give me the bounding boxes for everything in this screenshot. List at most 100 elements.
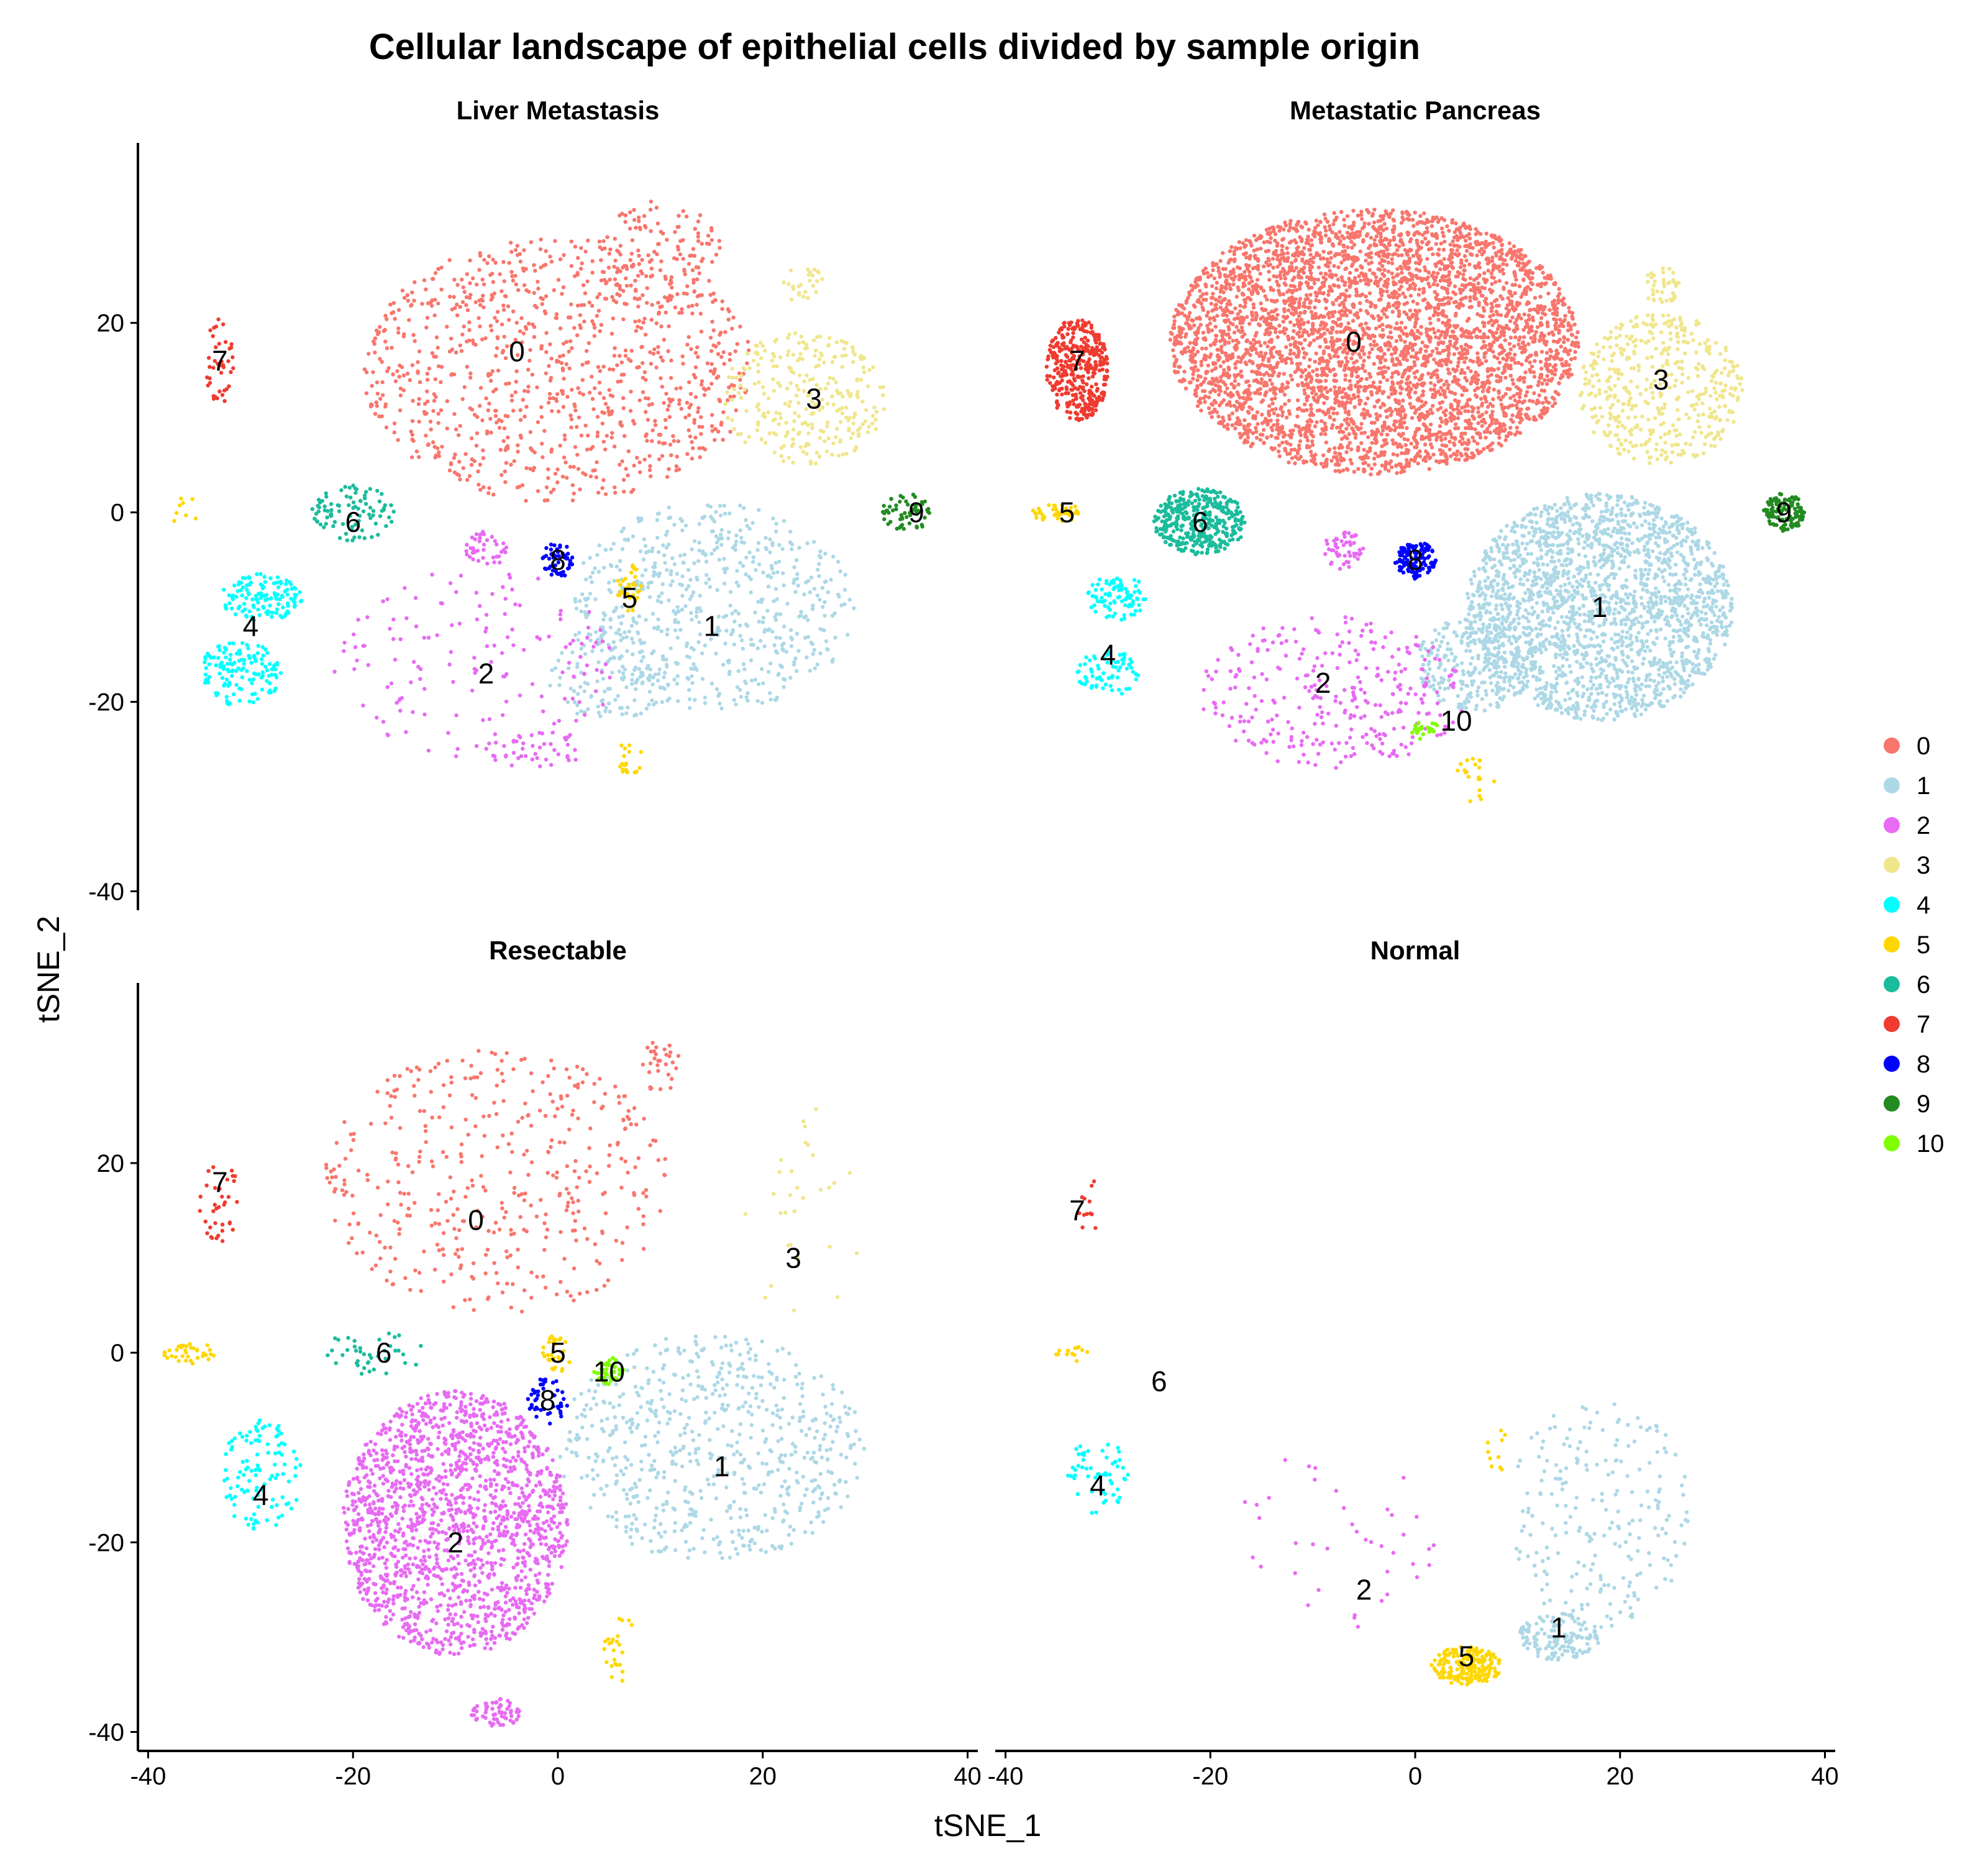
data-point	[1407, 375, 1411, 379]
data-point	[501, 548, 506, 552]
data-point	[562, 433, 567, 437]
data-point	[814, 335, 819, 339]
data-point	[583, 472, 588, 477]
data-point	[601, 239, 606, 244]
data-point	[1431, 452, 1436, 457]
data-point	[574, 718, 578, 723]
data-point	[398, 363, 402, 368]
data-point	[667, 324, 671, 329]
data-point	[847, 426, 851, 431]
data-point	[501, 541, 506, 546]
data-point	[1372, 238, 1377, 242]
data-point	[894, 503, 898, 508]
data-point	[771, 351, 775, 356]
data-point	[736, 583, 741, 588]
data-point	[1306, 385, 1310, 390]
data-point	[655, 518, 660, 523]
data-point	[641, 390, 645, 395]
data-point	[795, 577, 800, 581]
data-point	[411, 439, 416, 443]
data-point	[511, 751, 516, 755]
data-point	[485, 429, 490, 434]
data-point	[384, 524, 388, 528]
data-point	[349, 495, 353, 500]
data-point	[655, 221, 660, 226]
data-point	[657, 511, 661, 516]
data-point	[599, 322, 604, 327]
data-point	[376, 532, 380, 537]
data-point	[603, 296, 608, 301]
data-point	[747, 575, 752, 579]
data-point	[1541, 270, 1545, 275]
data-point	[695, 303, 699, 307]
data-point	[568, 413, 573, 418]
data-point	[727, 358, 732, 362]
data-point	[1532, 375, 1537, 379]
data-point	[590, 319, 595, 324]
data-point	[853, 412, 857, 416]
data-point	[838, 391, 843, 396]
data-point	[506, 435, 510, 440]
data-point	[270, 614, 274, 619]
data-point	[601, 698, 605, 703]
data-point	[657, 242, 661, 246]
data-point	[458, 424, 462, 428]
data-point	[752, 381, 757, 386]
data-point	[404, 730, 408, 734]
data-point	[622, 754, 626, 759]
data-point	[650, 611, 655, 616]
data-point	[823, 386, 828, 391]
data-point	[240, 575, 245, 580]
data-point	[1328, 355, 1333, 360]
data-point	[725, 390, 729, 395]
data-point	[539, 346, 544, 351]
data-point	[533, 752, 537, 756]
data-point	[503, 754, 508, 759]
data-point	[478, 604, 482, 608]
data-point	[457, 621, 462, 626]
data-point	[203, 672, 208, 677]
data-point	[1210, 368, 1215, 373]
data-point	[787, 281, 791, 286]
data-point	[454, 754, 458, 759]
data-point	[1561, 303, 1565, 307]
data-point	[728, 395, 732, 399]
data-point	[660, 591, 664, 595]
data-point	[652, 626, 657, 630]
data-point	[627, 226, 632, 231]
data-point	[222, 388, 227, 393]
data-point	[446, 731, 450, 735]
data-point	[682, 269, 686, 273]
data-point	[840, 365, 844, 369]
data-point	[615, 282, 619, 286]
data-point	[433, 298, 437, 302]
data-point	[1195, 384, 1200, 388]
data-point	[717, 239, 722, 243]
data-point	[789, 644, 794, 649]
data-point	[704, 573, 709, 577]
data-point	[796, 387, 801, 392]
data-point	[363, 501, 368, 506]
data-point	[685, 291, 689, 296]
data-point	[658, 685, 663, 690]
data-point	[494, 741, 498, 745]
data-point	[1255, 278, 1260, 282]
data-point	[265, 651, 270, 656]
data-point	[593, 386, 597, 390]
data-point	[1307, 343, 1311, 347]
data-point	[619, 706, 624, 710]
data-point	[561, 341, 566, 346]
data-point	[274, 596, 279, 601]
data-point	[690, 254, 694, 258]
data-point	[683, 272, 688, 276]
data-point	[612, 444, 617, 449]
data-point	[417, 349, 422, 354]
data-point	[555, 392, 560, 396]
data-point	[343, 485, 347, 489]
data-point	[417, 396, 421, 401]
data-point	[616, 250, 621, 254]
data-point	[340, 522, 345, 526]
data-point	[382, 506, 386, 510]
data-point	[665, 475, 670, 479]
data-point	[1226, 375, 1231, 380]
